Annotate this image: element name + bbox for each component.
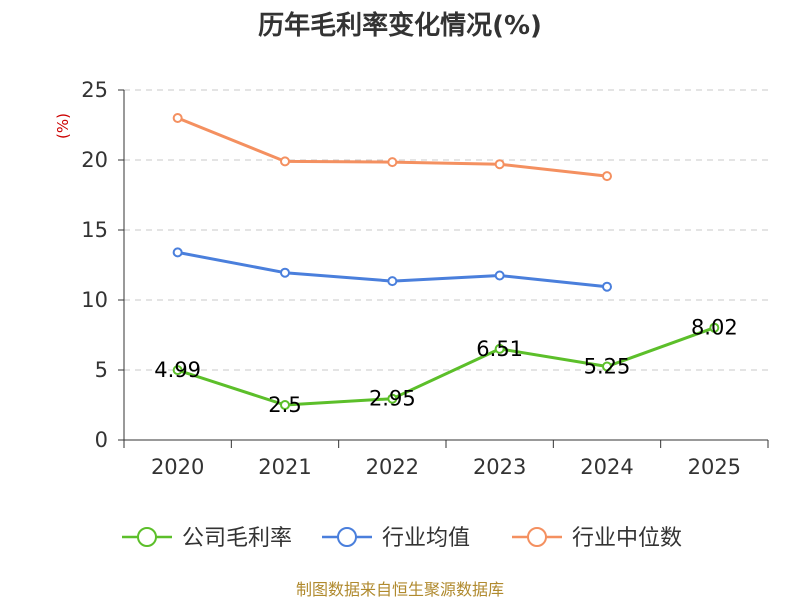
legend-label-0: 公司毛利率 [182, 526, 292, 551]
data-label-2025: 8.02 [691, 316, 738, 340]
data-point-0-2024 [602, 361, 612, 372]
axes [118, 89, 769, 448]
series-line-0 [177, 326, 715, 407]
x-tick-label-2023: 2023 [473, 455, 526, 479]
data-point-0-2020 [172, 365, 183, 376]
legend-marker-0 [137, 527, 157, 547]
data-point-2-2021 [280, 156, 290, 167]
data-label-2020: 4.99 [154, 358, 201, 382]
y-tick-labels: 0 5 10 15 20 25 [81, 78, 108, 452]
x-tick-label-2024: 2024 [580, 455, 633, 479]
legend-label-2: 行业中位数 [572, 526, 682, 551]
y-tick-label-25: 25 [81, 78, 108, 102]
x-tick-label-2025: 2025 [688, 455, 741, 479]
data-label-2024: 5.25 [584, 355, 631, 379]
data-label-2023: 6.51 [476, 337, 523, 361]
data-point-1-2020 [172, 247, 183, 258]
chart-title: 历年毛利率变化情况(%) [258, 10, 542, 41]
data-point-0-2022 [387, 393, 398, 404]
data-labels: 4.99 2.5 2.95 6.51 5.25 8.02 [154, 316, 737, 417]
series-lines [172, 113, 720, 410]
data-point-0-2023 [494, 343, 505, 354]
data-point-1-2021 [280, 267, 290, 278]
series-line-2 [177, 116, 608, 178]
data-point-2-2020 [172, 113, 183, 123]
x-tick-label-2022: 2022 [366, 455, 419, 479]
data-point-2-2022 [387, 157, 398, 168]
data-point-0-2021 [280, 400, 290, 410]
y-tick-label-20: 20 [81, 148, 108, 172]
y-tick-label-5: 5 [95, 358, 108, 382]
x-tick-label-2020: 2020 [151, 455, 204, 479]
legend-label-1: 行业均值 [382, 526, 470, 551]
data-point-1-2022 [387, 276, 398, 287]
data-point-1-2023 [494, 270, 505, 281]
legend-marker-2 [527, 527, 547, 547]
source-note: 制图数据来自恒生聚源数据库 [296, 580, 504, 599]
y-tick-label-0: 0 [95, 428, 108, 452]
legend-marker-1 [337, 527, 357, 547]
x-tick-label-2021: 2021 [258, 455, 311, 479]
data-point-2-2023 [494, 159, 505, 170]
data-point-1-2024 [602, 281, 612, 292]
y-tick-label-15: 15 [81, 218, 108, 242]
y-tick-label-10: 10 [81, 288, 108, 312]
grid-lines [124, 89, 768, 371]
legend[interactable]: 公司毛利率 行业均值 行业中位数 [122, 526, 682, 551]
x-tick-labels: 2020 2021 2022 2023 2024 2025 [151, 455, 741, 479]
data-point-2-2024 [602, 171, 612, 182]
data-point-0-2025 [709, 322, 720, 333]
data-label-2022: 2.95 [369, 387, 416, 411]
y-axis-unit-label: (%) [54, 113, 72, 139]
data-label-2021: 2.5 [268, 393, 301, 417]
